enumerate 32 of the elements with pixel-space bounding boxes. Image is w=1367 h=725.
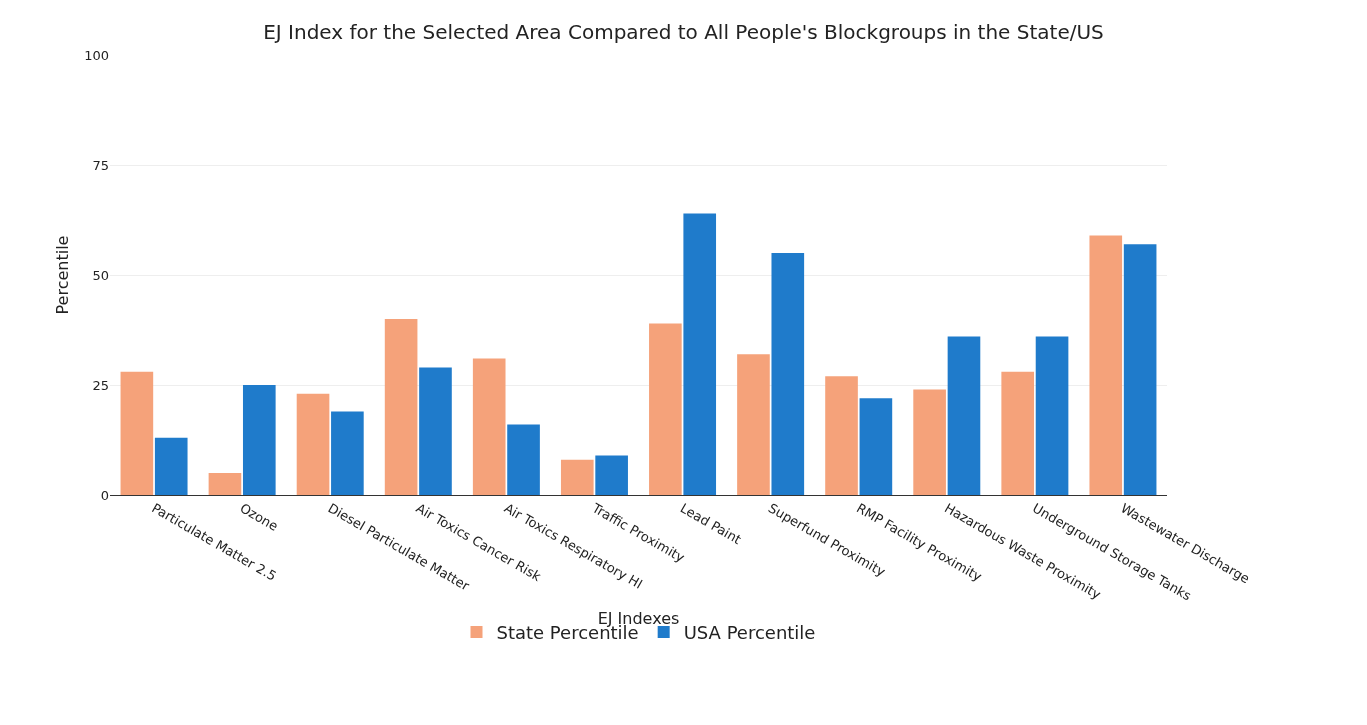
bar xyxy=(120,371,154,495)
bar xyxy=(947,336,981,495)
bar xyxy=(913,389,946,495)
bar xyxy=(560,459,594,495)
bar xyxy=(331,411,364,495)
bar xyxy=(507,424,540,495)
y-tick-label: 0 xyxy=(100,487,109,503)
legend-label: USA Percentile xyxy=(683,622,816,644)
bar xyxy=(242,385,276,495)
bar xyxy=(825,376,858,495)
y-tick-label: 75 xyxy=(92,157,109,173)
y-tick-label: 100 xyxy=(84,47,109,63)
bar xyxy=(384,319,418,495)
bar xyxy=(1001,371,1035,495)
bar xyxy=(1089,235,1123,495)
bar xyxy=(1123,244,1157,495)
y-axis-title: Percentile xyxy=(53,235,72,315)
bar xyxy=(419,367,452,495)
bar xyxy=(771,253,805,495)
bar xyxy=(737,354,770,495)
bar xyxy=(683,213,717,495)
bar xyxy=(296,393,330,495)
y-tick-label: 25 xyxy=(92,377,109,393)
chart-title: EJ Index for the Selected Area Compared to All People's Blockgroups in the State/US xyxy=(263,20,1104,45)
bar xyxy=(859,398,893,495)
bar xyxy=(595,455,628,495)
bar xyxy=(208,473,242,495)
bar xyxy=(1035,336,1069,495)
bar xyxy=(154,437,188,495)
bar xyxy=(472,358,506,495)
y-tick-label: 50 xyxy=(92,267,109,283)
bar xyxy=(649,323,682,495)
